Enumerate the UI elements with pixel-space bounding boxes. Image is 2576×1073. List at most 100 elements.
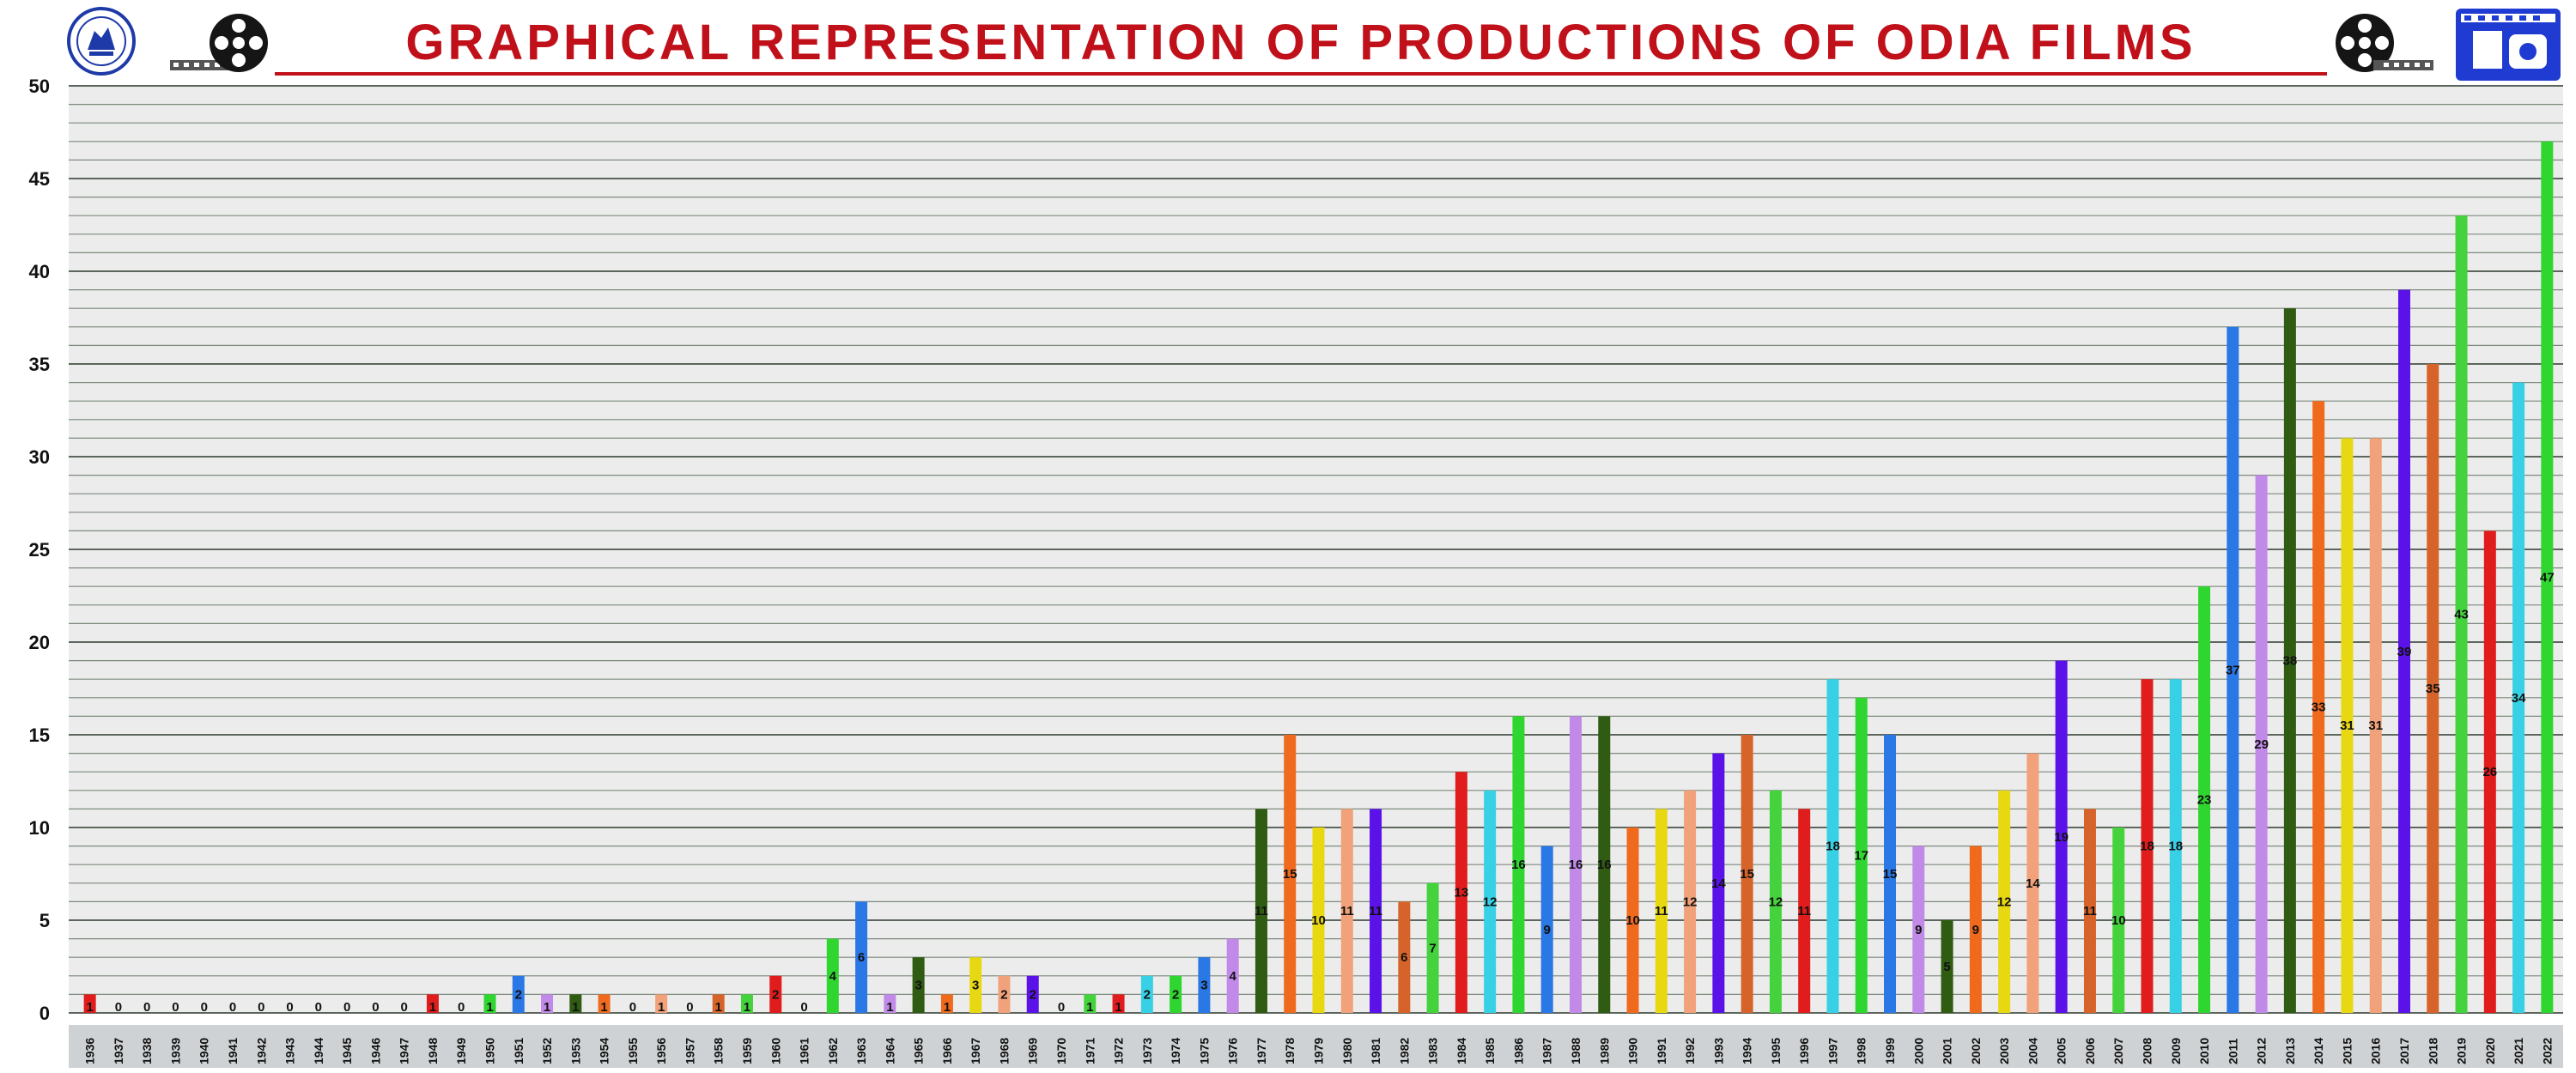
bar: [1170, 975, 1182, 1013]
x-tick-label: 1968: [997, 1038, 1011, 1064]
bar: [1255, 809, 1267, 1013]
bar: [712, 994, 725, 1013]
data-label: 17: [1854, 848, 1868, 863]
data-label: 1: [715, 1000, 722, 1015]
bar: [1769, 790, 1782, 1013]
data-label: 3: [972, 979, 979, 993]
x-tick-label: 1938: [140, 1038, 154, 1064]
film-reel-icon: [2336, 14, 2433, 72]
x-tick-label: 1970: [1054, 1038, 1068, 1064]
x-tick-label: 1969: [1026, 1038, 1040, 1064]
bar: [2083, 809, 2096, 1013]
data-label: 0: [315, 1000, 322, 1015]
x-tick-label: 1960: [769, 1038, 782, 1064]
data-label: 1: [544, 1000, 550, 1015]
x-tick-label: 2015: [2340, 1038, 2354, 1064]
data-label: 16: [1511, 858, 1526, 872]
government-emblem-icon: [67, 7, 136, 76]
bar: [940, 994, 953, 1013]
x-axis-band: [69, 1025, 2563, 1068]
x-tick-label: 2005: [2055, 1038, 2069, 1064]
x-tick-label: 1946: [368, 1038, 382, 1064]
data-label: 16: [1569, 858, 1583, 872]
bar: [1370, 809, 1382, 1013]
data-label: 2: [1030, 987, 1036, 1002]
data-label: 4: [1230, 969, 1237, 984]
x-tick-label: 1996: [1797, 1038, 1811, 1064]
y-tick-label: 15: [29, 724, 50, 746]
x-tick-label: 1967: [969, 1038, 982, 1064]
bar: [2141, 679, 2154, 1013]
bar: [569, 994, 582, 1013]
bar: [1312, 827, 1325, 1013]
data-label: 5: [1943, 960, 1950, 974]
y-tick-label: 10: [29, 817, 50, 839]
x-tick-label: 1988: [1569, 1038, 1583, 1064]
data-label: 2: [1172, 987, 1179, 1002]
data-label: 19: [2054, 830, 2069, 845]
data-label: 1: [86, 1000, 93, 1015]
bar: [1484, 790, 1497, 1013]
bar: [2427, 364, 2439, 1013]
data-label: 10: [1311, 913, 1326, 928]
x-tick-label: 2001: [1941, 1038, 1954, 1064]
x-tick-label: 1987: [1540, 1038, 1554, 1064]
data-label: 1: [572, 1000, 579, 1015]
bar: [1884, 735, 1897, 1013]
chart-title: GRAPHICAL REPRESENTATION OF PRODUCTIONS …: [405, 15, 2196, 70]
bar: [1998, 790, 2011, 1013]
data-label: 47: [2540, 570, 2555, 585]
data-label: 18: [1826, 840, 1840, 854]
bar: [1455, 772, 1467, 1013]
data-label: 0: [172, 1000, 179, 1015]
bar: [826, 938, 839, 1013]
bar: [1941, 920, 1953, 1013]
data-label: 7: [1429, 941, 1436, 955]
bar: [512, 975, 525, 1013]
bar: [884, 994, 896, 1013]
data-label: 18: [2168, 840, 2183, 854]
x-tick-label: 1948: [426, 1038, 440, 1064]
data-label: 13: [1455, 886, 1469, 900]
bar: [2198, 586, 2211, 1013]
x-tick-label: 1954: [598, 1038, 611, 1064]
data-label: 2: [515, 987, 522, 1002]
data-label: 0: [143, 1000, 150, 1015]
bar: [1398, 901, 1411, 1013]
x-tick-label: 1952: [540, 1038, 554, 1064]
x-tick-label: 2007: [2111, 1038, 2125, 1064]
data-label: 37: [2226, 663, 2240, 677]
x-tick-label: 1963: [854, 1038, 868, 1064]
bar: [2512, 382, 2525, 1014]
data-label: 1: [744, 1000, 750, 1015]
x-tick-label: 1990: [1626, 1038, 1640, 1064]
data-label: 1: [486, 1000, 493, 1015]
data-label: 0: [372, 1000, 379, 1015]
bar: [1855, 697, 1868, 1013]
x-tick-label: 2020: [2483, 1038, 2497, 1064]
bar: [1626, 827, 1639, 1013]
data-label: 12: [1683, 894, 1698, 909]
data-label: 11: [1255, 904, 1268, 918]
data-label: 33: [2312, 700, 2326, 715]
x-tick-label: 1982: [1397, 1038, 1411, 1064]
bar: [83, 994, 96, 1013]
y-tick-label: 20: [29, 632, 50, 653]
x-tick-label: 1984: [1455, 1038, 1468, 1064]
y-axis: 0 5 10 15 20 25 30 35 40 45 50: [29, 76, 50, 1024]
data-label: 0: [115, 1000, 122, 1015]
bar: [2112, 827, 2125, 1013]
data-label: 0: [286, 1000, 293, 1015]
x-tick-label: 1939: [168, 1038, 182, 1064]
bar: [1712, 753, 1725, 1013]
film-reel-icon: [170, 14, 268, 72]
bar: [1912, 846, 1925, 1013]
data-label: 26: [2482, 765, 2497, 779]
x-tick-label: 2003: [1997, 1038, 2011, 1064]
x-tick-label: 1980: [1340, 1038, 1354, 1064]
data-label: 9: [1544, 923, 1551, 937]
data-label: 10: [1625, 913, 1640, 928]
data-label: 1: [1086, 1000, 1093, 1015]
x-tick-label: 1944: [312, 1038, 325, 1064]
